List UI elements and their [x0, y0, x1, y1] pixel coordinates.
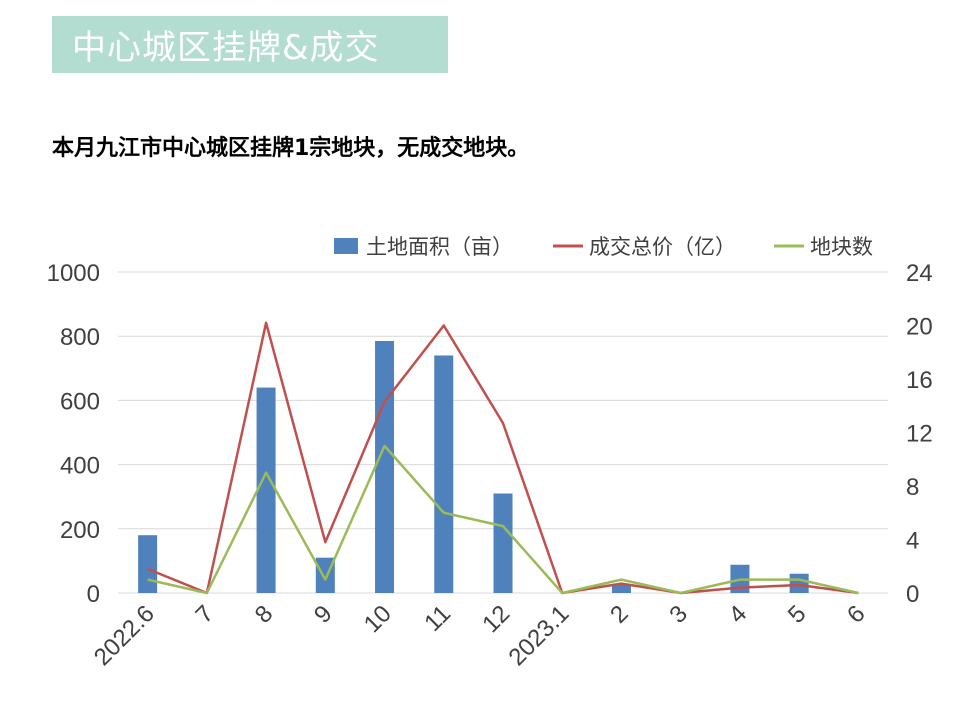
y-left-tick-label: 600	[60, 388, 100, 415]
x-tick-label: 12	[477, 600, 515, 638]
y-left-tick-label: 0	[87, 581, 100, 608]
x-tick-label: 3	[664, 600, 693, 629]
legend-label: 成交总价（亿）	[589, 236, 736, 259]
y-right-tick-label: 16	[906, 367, 933, 394]
count-line	[147, 444, 859, 595]
y-right-tick-label: 24	[906, 260, 933, 287]
bar	[375, 341, 395, 593]
y-left-tick-label: 1000	[47, 260, 100, 287]
x-tick-label: 5	[783, 600, 812, 629]
y-left-tick-label: 800	[60, 324, 100, 351]
page-title: 中心城区挂牌&成交	[72, 28, 380, 68]
bar	[434, 355, 454, 593]
y-left-tick-label: 400	[60, 453, 100, 480]
x-tick-label: 4	[724, 600, 753, 629]
y-right-tick-label: 20	[906, 314, 933, 341]
y-right-tick-label: 4	[906, 528, 919, 555]
x-tick-label: 6	[842, 600, 871, 629]
bar	[138, 535, 158, 593]
y-right-tick-label: 12	[906, 421, 933, 448]
x-tick-label: 2023.1	[503, 600, 574, 671]
x-tick-label: 10	[359, 600, 397, 638]
y-right-tick-label: 8	[906, 474, 919, 501]
legend-label: 地块数	[810, 236, 873, 259]
x-tick-label: 11	[419, 600, 456, 637]
summary-text: 本月九江市中心城区挂牌1宗地块，无成交地块。	[52, 136, 530, 161]
x-tick-label: 2022.6	[89, 600, 160, 671]
legend-label: 土地面积（亩）	[366, 236, 513, 259]
line-series	[147, 321, 859, 595]
bar	[493, 493, 513, 593]
legend-swatch-area	[334, 238, 358, 254]
y-left-tick-label: 200	[60, 517, 100, 544]
bar-series	[138, 341, 809, 593]
grid-lines	[118, 271, 888, 594]
x-tick-label: 9	[309, 600, 338, 629]
x-tick-label: 8	[250, 600, 279, 629]
bar	[789, 573, 809, 593]
x-tick-label: 7	[191, 600, 220, 629]
y-right-tick-label: 0	[906, 581, 919, 608]
price-line	[147, 321, 859, 595]
title-banner: 中心城区挂牌&成交	[52, 16, 448, 73]
x-tick-label: 2	[605, 600, 634, 629]
bar	[611, 584, 631, 593]
bar	[256, 387, 276, 593]
legend: 土地面积（亩） 成交总价（亿） 地块数	[334, 236, 873, 259]
